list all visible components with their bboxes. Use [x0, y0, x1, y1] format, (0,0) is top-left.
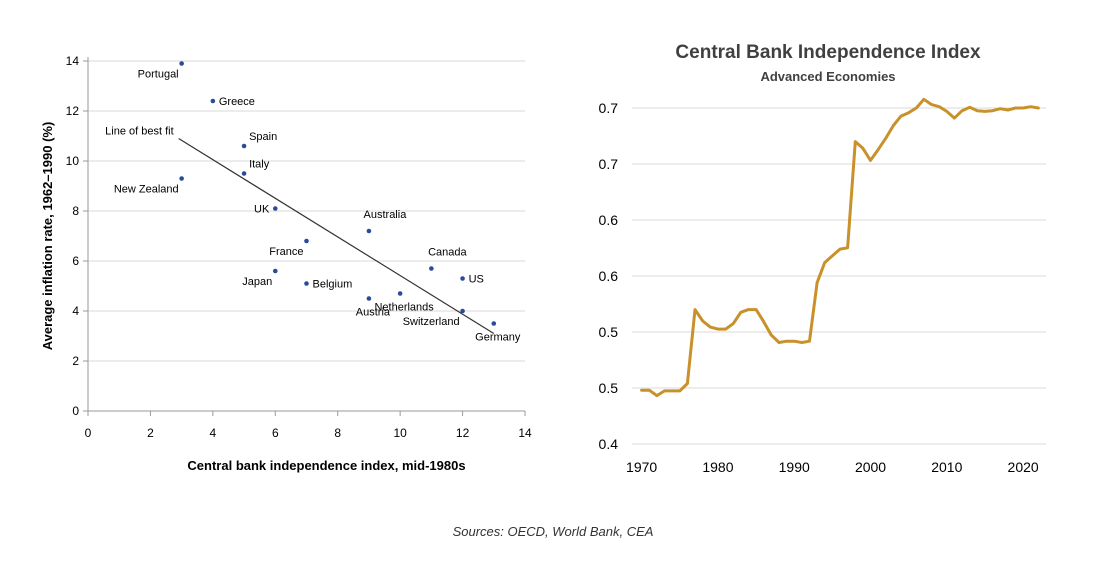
- scatter-point-label: Portugal: [138, 69, 179, 81]
- scatter-y-tick-label: 0: [72, 404, 79, 418]
- scatter-point-label: Austria: [356, 307, 391, 319]
- scatter-x-axis-label: Central bank independence index, mid-198…: [187, 458, 465, 473]
- line-chart-tick-labels: 0.4 0.5 0.5 0.6 0.6 0.7 0.7 1970 1980 1990 2000 201…: [599, 100, 1039, 475]
- scatter-point-label: UK: [254, 204, 270, 216]
- line-chart-y-tick-label: 0.6: [599, 212, 619, 228]
- scatter-point: [241, 143, 247, 149]
- line-chart-x-tick-label: 2020: [1008, 459, 1039, 475]
- scatter-point-label: Spain: [249, 131, 277, 143]
- line-chart-y-tick-label: 0.7: [599, 156, 619, 172]
- scatter-point: [272, 206, 278, 211]
- line-chart-y-tick-label: 0.5: [599, 324, 619, 340]
- line-of-best-fit-label: Line of best fit: [105, 126, 174, 138]
- scatter-point-label: New Zealand: [114, 184, 179, 196]
- scatter-x-tick-label: 14: [518, 426, 532, 440]
- scatter-point: [241, 171, 247, 176]
- scatter-tick-labels: 0 2 4 6 8 10 12 14 0 2 4 6 8 10 12 14: [66, 54, 532, 440]
- scatter-x-tick-label: 10: [393, 426, 407, 440]
- scatter-point: [272, 268, 278, 274]
- scatter-point: [304, 238, 309, 244]
- sources-note: Sources: OECD, World Bank, CEA: [452, 524, 654, 539]
- line-chart-x-tick-label: 1980: [702, 459, 733, 475]
- scatter-point: [460, 276, 465, 281]
- scatter-y-tick-label: 12: [66, 104, 80, 118]
- scatter-x-tick-label: 2: [147, 426, 154, 440]
- line-chart-y-tick-label: 0.5: [599, 380, 619, 396]
- scatter-y-tick-label: 8: [72, 204, 79, 218]
- scatter-y-tick-label: 2: [72, 354, 79, 368]
- scatter-point: [366, 296, 372, 301]
- scatter-x-tick-label: 6: [272, 426, 279, 440]
- scatter-point: [397, 291, 403, 296]
- scatter-point: [210, 98, 216, 104]
- scatter-point: [304, 281, 309, 286]
- line-chart-x-tick-label: 1970: [626, 459, 657, 475]
- scatter-y-tick-label: 4: [72, 304, 79, 318]
- line-chart-x-tick-label: 2010: [931, 459, 962, 475]
- scatter-x-tick-label: 12: [456, 426, 470, 440]
- scatter-points: Portugal Greece Spain Italy New Zealand UK Aus…: [114, 61, 521, 344]
- scatter-point-label: France: [269, 246, 303, 258]
- scatter-point: [179, 61, 184, 66]
- line-chart-gridlines: [632, 107, 1046, 445]
- scatter-point-label: Japan: [242, 276, 272, 288]
- scatter-y-tick-label: 6: [72, 254, 79, 268]
- scatter-point: [491, 321, 497, 326]
- scatter-point-label: Australia: [364, 209, 408, 221]
- scatter-point: [179, 176, 184, 181]
- scatter-point: [460, 308, 465, 314]
- line-chart-y-tick-label: 0.7: [599, 100, 619, 116]
- line-of-best-fit: [178, 137, 495, 335]
- scatter-point-label: Canada: [428, 247, 467, 259]
- scatter-y-tick-label: 14: [66, 54, 80, 68]
- scatter-y-axis-label: Average inflation rate, 1962–1990 (%): [40, 122, 55, 351]
- scatter-x-tick-label: 0: [85, 426, 92, 440]
- scatter-point-label: Netherlands: [374, 302, 434, 314]
- scatter-x-tick-label: 4: [210, 426, 217, 440]
- line-chart-y-tick-label: 0.6: [599, 268, 619, 284]
- scatter-point: [429, 266, 434, 271]
- cbi-line-chart: Central Bank Independence Index Advanced…: [599, 42, 1046, 475]
- line-chart-y-tick-label: 0.4: [599, 436, 619, 452]
- scatter-point-label: Belgium: [313, 279, 353, 291]
- line-chart-x-tick-label: 2000: [855, 459, 886, 475]
- scatter-point-label: Switzerland: [403, 316, 460, 328]
- cbi-series-line: [640, 97, 1040, 398]
- scatter-point-label: US: [469, 274, 484, 286]
- scatter-x-tick-label: 8: [334, 426, 341, 440]
- scatter-point-label: Italy: [249, 159, 270, 171]
- scatter-point-label: Greece: [219, 96, 255, 108]
- scatter-y-tick-label: 10: [66, 154, 80, 168]
- scatter-axes: [83, 57, 526, 416]
- line-chart-subtitle: Advanced Economies: [760, 69, 895, 84]
- scatter-point: [366, 228, 372, 234]
- scatter-point-label: Germany: [475, 332, 521, 344]
- line-chart-title: Central Bank Independence Index: [675, 42, 981, 63]
- line-chart-x-tick-label: 1990: [779, 459, 810, 475]
- scatter-gridlines: [88, 60, 525, 362]
